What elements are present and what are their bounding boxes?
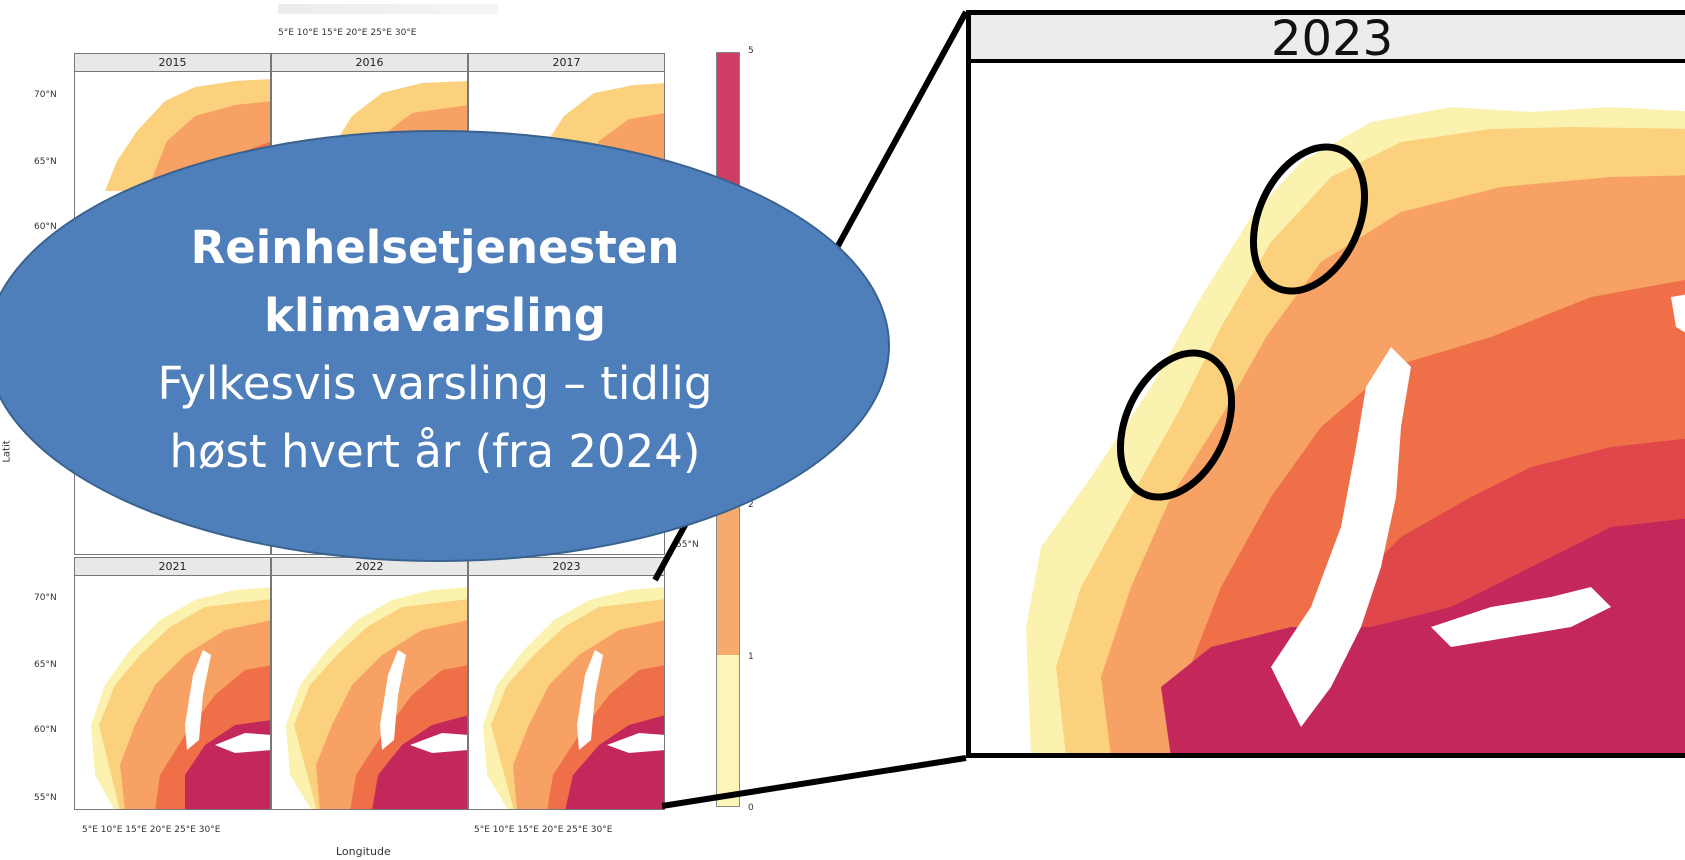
top-tick: 25°E <box>370 28 392 38</box>
colorbar-tick: 0 <box>748 803 754 813</box>
highlight-ellipses <box>1116 143 1369 501</box>
y-tick: 65°N <box>34 660 57 670</box>
bottom-axis-ticks-right: 5°E 10°E 15°E 20°E 25°E 30°E <box>474 825 613 835</box>
callout-title-line-2: klimavarsling <box>264 289 606 342</box>
callout-ellipse <box>0 130 890 562</box>
bottom-axis-ticks-left: 5°E 10°E 15°E 20°E 25°E 30°E <box>82 825 221 835</box>
highlight-ellipse-south <box>1116 349 1236 501</box>
top-axis-ticks: 5°E 10°E 15°E 20°E 25°E 30°E <box>278 28 417 38</box>
map-2022 <box>286 587 467 809</box>
panel-strip: 2022 <box>272 558 467 576</box>
zoom-strip: 2023 <box>971 15 1685 63</box>
chart-title-fragment <box>278 4 498 14</box>
colorbar-segment <box>717 504 739 656</box>
panel-strip: 2023 <box>469 558 664 576</box>
callout-body-line-1: Fylkesvis varsling – tidlig <box>157 357 713 410</box>
panel-strip: 2021 <box>75 558 270 576</box>
map-2021 <box>91 587 270 809</box>
x-axis-label: Longitude <box>336 845 391 858</box>
colorbar-tick: 5 <box>748 46 754 56</box>
callout-title-line-1: Reinhelsetjenesten <box>190 221 680 274</box>
map-2023 <box>483 587 664 809</box>
y-tick: 70°N <box>34 90 57 100</box>
callout-text: Reinhelsetjenesten klimavarsling Fylkesv… <box>0 214 870 486</box>
y-tick: 70°N <box>34 593 57 603</box>
panel-strip: 2015 <box>75 54 270 72</box>
highlight-ellipse-north <box>1249 143 1369 295</box>
panel-strip: 2016 <box>272 54 467 72</box>
colorbar-segment <box>717 655 739 806</box>
zoomed-heatmap-2023 <box>971 67 1685 753</box>
right-y-tick: 55°N <box>676 540 699 550</box>
y-tick: 55°N <box>34 793 57 803</box>
y-tick: 60°N <box>34 222 57 232</box>
top-tick: 10°E <box>296 28 319 38</box>
y-tick: 60°N <box>34 725 57 735</box>
top-tick: 5°E <box>278 28 294 38</box>
top-tick: 20°E <box>345 28 368 38</box>
top-tick: 30°E <box>394 28 417 38</box>
zoomed-map-panel-2023: 2023 <box>966 10 1685 758</box>
map-panel-2021: 2021 <box>74 557 271 810</box>
callout-body-line-2: høst hvert år (fra 2024) <box>169 425 701 478</box>
panel-strip: 2017 <box>469 54 664 72</box>
colorbar-tick: 2 <box>748 500 754 510</box>
top-tick: 15°E <box>321 28 343 38</box>
map-panel-2022: 2022 <box>271 557 468 810</box>
y-tick: 65°N <box>34 157 57 167</box>
map-panel-2023: 2023 <box>468 557 665 810</box>
colorbar-tick: 1 <box>748 652 754 662</box>
